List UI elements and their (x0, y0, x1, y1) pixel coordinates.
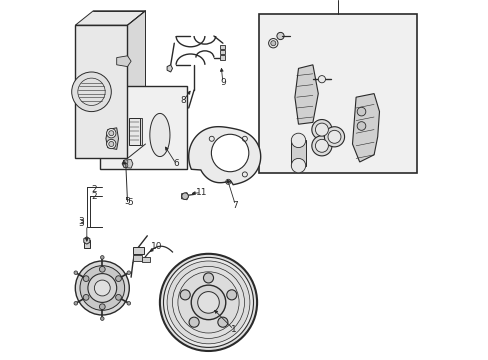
Circle shape (108, 131, 114, 136)
Circle shape (99, 266, 105, 272)
Circle shape (101, 256, 104, 259)
Circle shape (74, 271, 78, 274)
Circle shape (178, 272, 239, 333)
Bar (84, 240, 89, 248)
Circle shape (123, 163, 127, 168)
Polygon shape (149, 113, 170, 157)
Bar (75, 25, 127, 158)
Circle shape (75, 261, 129, 315)
Circle shape (318, 76, 325, 83)
Circle shape (327, 130, 340, 143)
Text: 3: 3 (79, 219, 84, 228)
Bar (291, 140, 305, 166)
Circle shape (108, 141, 114, 147)
Polygon shape (83, 237, 90, 244)
Text: 6: 6 (173, 159, 179, 168)
Text: 7: 7 (232, 201, 238, 210)
Circle shape (172, 266, 244, 338)
Circle shape (315, 123, 328, 136)
Circle shape (356, 122, 365, 130)
Text: 2: 2 (91, 185, 97, 194)
Circle shape (324, 127, 344, 147)
Text: 11: 11 (195, 188, 206, 197)
Circle shape (123, 160, 127, 164)
Circle shape (160, 254, 257, 351)
Circle shape (106, 129, 116, 138)
Text: 5: 5 (124, 197, 130, 206)
Bar (101, 86, 186, 169)
Polygon shape (167, 65, 172, 72)
Bar (258, 14, 416, 173)
Circle shape (211, 134, 248, 172)
Circle shape (163, 257, 253, 347)
Circle shape (180, 290, 190, 300)
Circle shape (191, 285, 225, 320)
Circle shape (270, 41, 275, 46)
Circle shape (106, 139, 116, 149)
Circle shape (311, 136, 331, 156)
Text: 8: 8 (180, 96, 186, 105)
Circle shape (276, 32, 284, 40)
Circle shape (80, 266, 124, 310)
Bar (220, 55, 224, 60)
Circle shape (182, 193, 188, 199)
Text: 3: 3 (79, 217, 84, 226)
Circle shape (315, 139, 328, 152)
Circle shape (127, 302, 130, 305)
Bar (220, 50, 224, 54)
Circle shape (311, 120, 331, 140)
Bar (129, 118, 140, 145)
Circle shape (94, 280, 110, 296)
Circle shape (127, 271, 130, 274)
Circle shape (83, 294, 89, 300)
Text: 2: 2 (91, 192, 97, 201)
Circle shape (268, 39, 277, 48)
Bar (130, 118, 142, 145)
Circle shape (197, 292, 219, 313)
Circle shape (217, 317, 227, 327)
Polygon shape (181, 193, 188, 200)
Circle shape (99, 304, 105, 310)
Circle shape (203, 273, 213, 283)
Polygon shape (106, 128, 118, 149)
Polygon shape (117, 56, 131, 67)
Text: 9: 9 (220, 78, 225, 87)
Circle shape (72, 72, 111, 112)
Circle shape (115, 294, 121, 300)
Polygon shape (294, 65, 318, 124)
Polygon shape (188, 127, 260, 185)
Text: 5: 5 (127, 198, 133, 207)
Bar (220, 45, 224, 49)
Bar (133, 247, 143, 254)
Polygon shape (127, 11, 145, 158)
Circle shape (115, 276, 121, 282)
Circle shape (74, 302, 78, 305)
Bar (142, 257, 149, 262)
Circle shape (226, 290, 236, 300)
Circle shape (291, 158, 305, 173)
Circle shape (291, 133, 305, 148)
Text: 1: 1 (230, 325, 236, 334)
Text: 10: 10 (150, 242, 162, 251)
Circle shape (101, 317, 104, 320)
Polygon shape (122, 159, 133, 168)
Polygon shape (75, 11, 145, 25)
Circle shape (88, 274, 117, 302)
Circle shape (189, 317, 199, 327)
Polygon shape (352, 94, 379, 162)
Circle shape (356, 107, 365, 116)
Circle shape (167, 261, 249, 344)
Circle shape (83, 276, 89, 282)
Bar (133, 255, 142, 261)
